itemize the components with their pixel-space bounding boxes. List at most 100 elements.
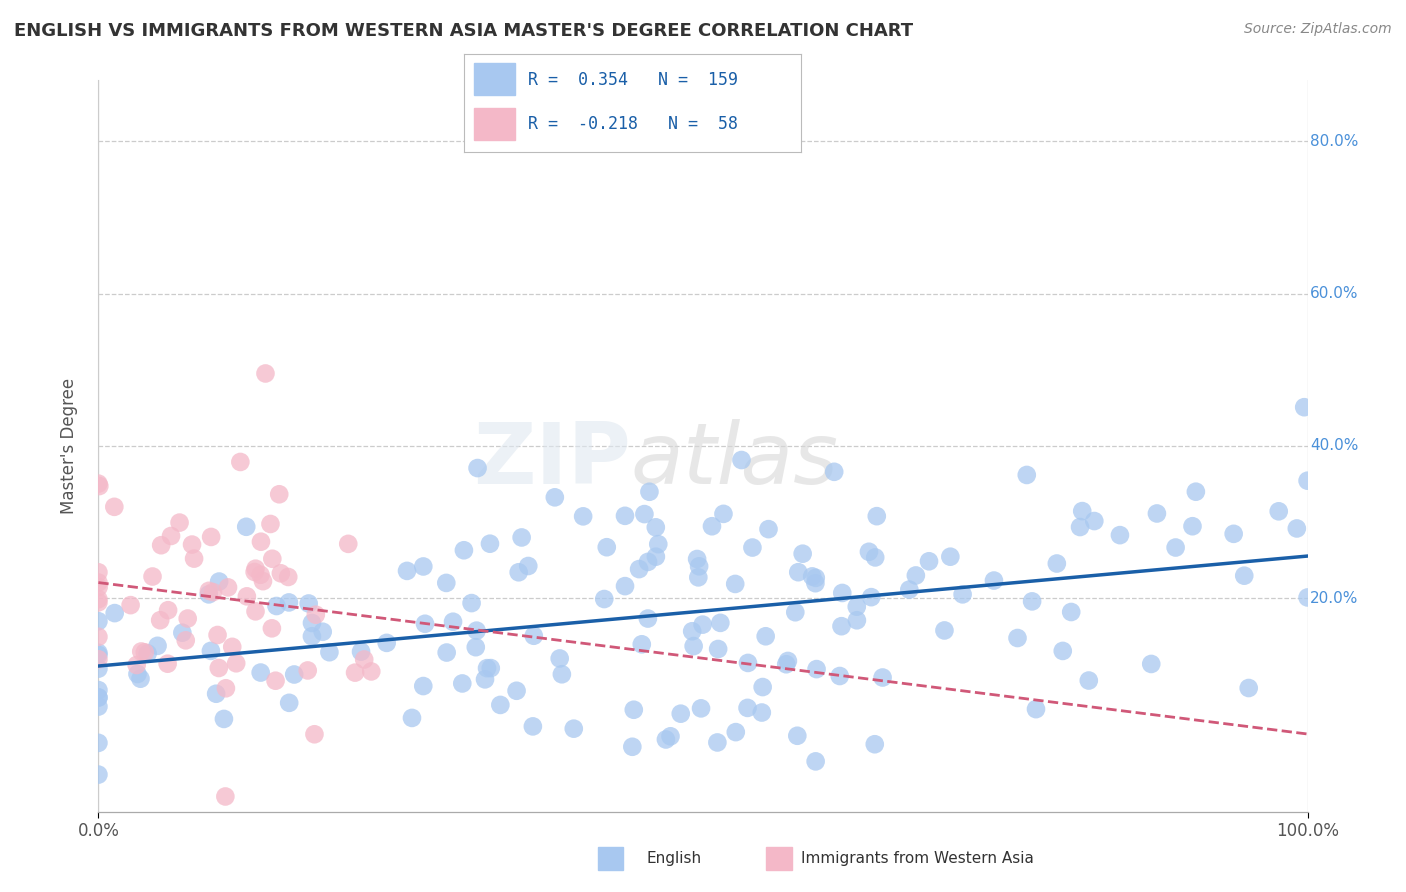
Point	[751, 680, 773, 694]
Point	[249, 567, 271, 582]
Point	[87, 580, 110, 594]
Point	[792, 547, 814, 561]
Point	[243, 565, 266, 579]
Point	[787, 565, 810, 579]
Point	[1109, 528, 1132, 542]
Point	[87, 652, 110, 666]
Point	[508, 566, 530, 580]
Point	[562, 722, 585, 736]
Point	[806, 662, 828, 676]
Point	[197, 587, 219, 601]
Point	[87, 630, 110, 644]
Point	[866, 509, 889, 524]
Point	[1015, 467, 1038, 482]
Point	[464, 640, 486, 655]
Point	[460, 596, 482, 610]
Point	[828, 669, 851, 683]
Point	[217, 581, 239, 595]
Point	[872, 671, 894, 685]
Point	[434, 575, 457, 590]
Point	[682, 639, 704, 653]
Point	[776, 654, 799, 668]
Text: ENGLISH VS IMMIGRANTS FROM WESTERN ASIA MASTER'S DEGREE CORRELATION CHART: ENGLISH VS IMMIGRANTS FROM WESTERN ASIA …	[14, 22, 912, 40]
Point	[451, 676, 474, 690]
Point	[831, 619, 853, 633]
Point	[277, 595, 299, 609]
Point	[150, 538, 173, 552]
Point	[160, 529, 183, 543]
Point	[120, 598, 142, 612]
Point	[741, 541, 763, 555]
Point	[318, 645, 340, 659]
Point	[207, 628, 229, 642]
Point	[87, 566, 110, 580]
Point	[681, 624, 703, 639]
Point	[863, 737, 886, 751]
Point	[596, 540, 619, 554]
Point	[353, 652, 375, 666]
Point	[127, 667, 149, 681]
Point	[395, 564, 418, 578]
Point	[1296, 591, 1319, 605]
Point	[264, 673, 287, 688]
Point	[270, 566, 292, 581]
Point	[169, 516, 191, 530]
Point	[898, 582, 921, 597]
Point	[737, 656, 759, 670]
Point	[548, 651, 571, 665]
Point	[87, 683, 110, 698]
Point	[572, 509, 595, 524]
Point	[474, 673, 496, 687]
Point	[312, 624, 335, 639]
Point	[453, 543, 475, 558]
Point	[621, 739, 644, 754]
Text: R =  0.354   N =  159: R = 0.354 N = 159	[529, 71, 738, 89]
Point	[129, 672, 152, 686]
Point	[860, 590, 883, 604]
Point	[510, 531, 533, 545]
Point	[523, 629, 546, 643]
Point	[614, 579, 637, 593]
Point	[1181, 519, 1204, 533]
Point	[146, 639, 169, 653]
Point	[87, 699, 110, 714]
Point	[412, 679, 434, 693]
Point	[208, 574, 231, 589]
Point	[1233, 568, 1256, 582]
Text: 20.0%: 20.0%	[1310, 591, 1358, 606]
Point	[214, 789, 236, 804]
Point	[225, 657, 247, 671]
Point	[823, 465, 845, 479]
Point	[304, 727, 326, 741]
Point	[1046, 557, 1069, 571]
Point	[177, 611, 200, 625]
Point	[804, 576, 827, 591]
Point	[181, 538, 204, 552]
Point	[235, 520, 257, 534]
Point	[544, 491, 567, 505]
Point	[1164, 541, 1187, 555]
Point	[713, 507, 735, 521]
Point	[804, 571, 827, 585]
Point	[633, 507, 655, 521]
Point	[1146, 507, 1168, 521]
Text: Source: ZipAtlas.com: Source: ZipAtlas.com	[1244, 22, 1392, 37]
Point	[686, 552, 709, 566]
Point	[104, 606, 127, 620]
Point	[845, 599, 868, 614]
Point	[297, 664, 319, 678]
Point	[522, 719, 544, 733]
Point	[983, 574, 1005, 588]
Point	[479, 661, 502, 675]
Point	[129, 644, 152, 658]
Point	[87, 690, 110, 705]
Point	[655, 732, 678, 747]
Point	[198, 583, 221, 598]
Point	[249, 665, 271, 680]
Point	[360, 665, 382, 679]
Text: 80.0%: 80.0%	[1310, 134, 1358, 149]
Point	[637, 611, 659, 625]
Point	[87, 690, 110, 705]
Point	[939, 549, 962, 564]
Point	[87, 736, 110, 750]
